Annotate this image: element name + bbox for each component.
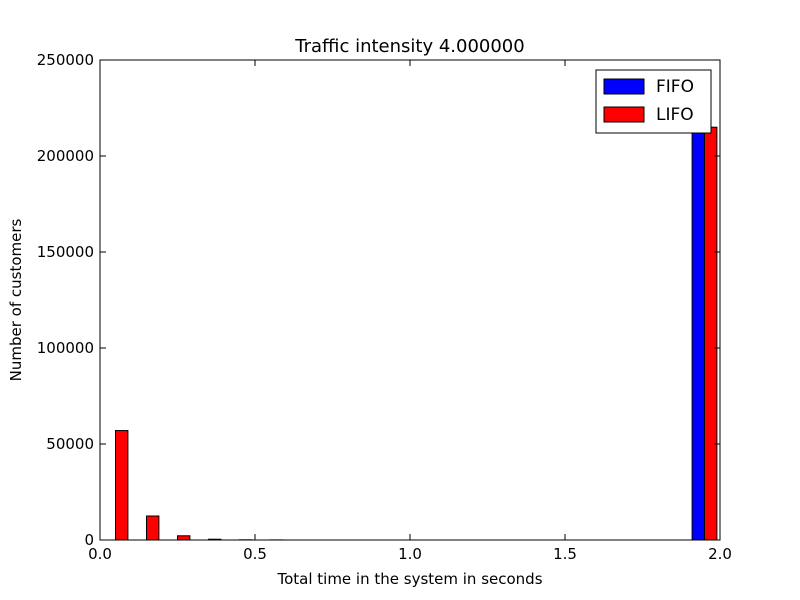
x-tick-label: 1.0 xyxy=(398,545,422,563)
x-tick-label: 1.5 xyxy=(553,545,577,563)
bars-layer xyxy=(115,126,718,541)
x-tick-label: 0.0 xyxy=(88,545,112,563)
y-tick-label: 0 xyxy=(84,531,94,549)
y-tick-label: 50000 xyxy=(46,435,94,453)
y-axis-label: Number of customers xyxy=(7,218,25,381)
legend: FIFO LIFO xyxy=(595,69,712,134)
legend-swatch-fifo xyxy=(603,78,645,95)
x-tick-label: 2.0 xyxy=(708,545,732,563)
y-tick-label: 200000 xyxy=(37,147,94,165)
bar-lifo-1 xyxy=(146,515,160,541)
y-tick-label: 100000 xyxy=(37,339,94,357)
legend-label-fifo: FIFO xyxy=(656,77,694,97)
x-tick-label: 0.5 xyxy=(243,545,267,563)
x-axis-label: Total time in the system in seconds xyxy=(276,570,542,588)
bar-lifo-2 xyxy=(177,535,191,541)
chart-title: Traffic intensity 4.000000 xyxy=(294,36,524,57)
ticks-layer: 0.0 0.5 1.0 1.5 2.0 0 50000 100000 150000 200000 2… xyxy=(37,51,732,563)
y-tick-label: 250000 xyxy=(37,51,94,69)
y-tick-label: 150000 xyxy=(37,243,94,261)
legend-swatch-lifo xyxy=(603,106,645,123)
bar-lifo-0 xyxy=(115,430,129,541)
legend-label-lifo: LIFO xyxy=(656,105,694,125)
bar-lifo-19 xyxy=(704,126,718,541)
bar-fifo-19 xyxy=(691,126,705,541)
